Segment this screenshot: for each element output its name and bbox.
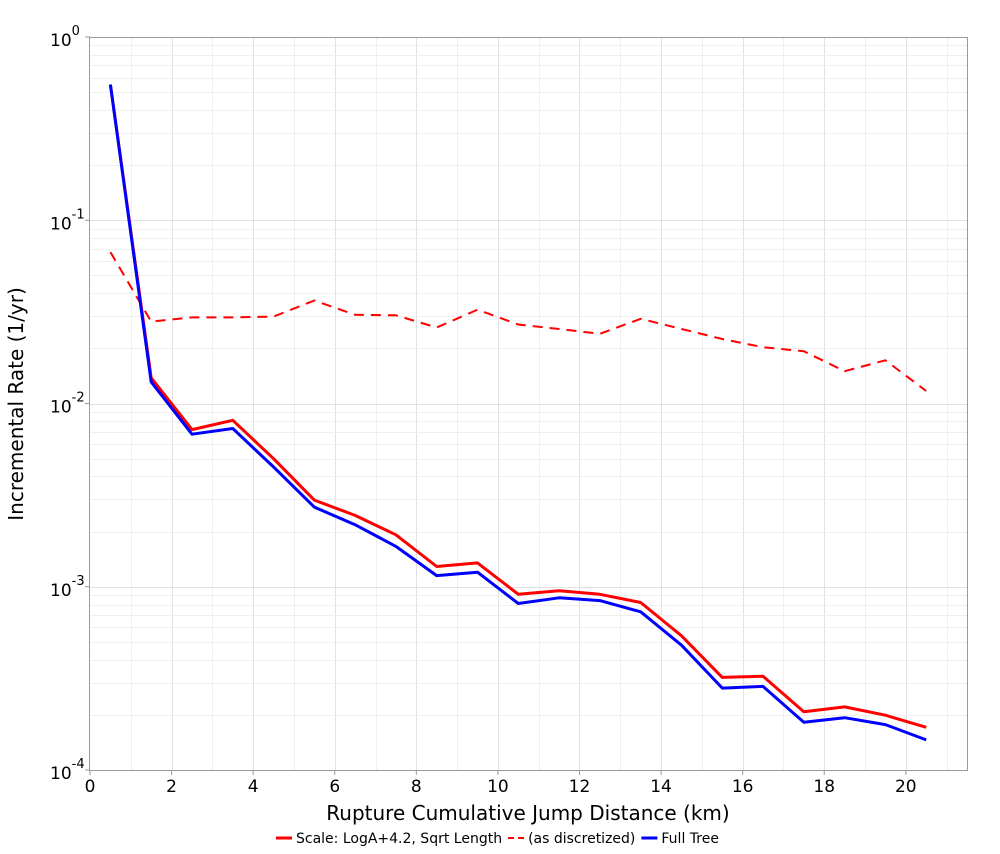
x-tick-label: 0	[85, 777, 96, 797]
y-tick-label: 10-3	[50, 574, 85, 601]
x-tick-label: 6	[329, 777, 340, 797]
x-tick-label: 4	[248, 777, 259, 797]
series-line-2	[109, 251, 927, 392]
legend-label: (as discretized)	[528, 831, 635, 847]
series-line-3	[108, 84, 927, 742]
y-axis-ticks: 100 10-1 10-2 10-3 10-4	[50, 24, 90, 784]
x-tick-label: 20	[895, 777, 917, 797]
x-tick-label: 18	[813, 777, 835, 797]
legend-label: Full Tree	[661, 831, 719, 847]
grid	[90, 37, 967, 770]
y-tick-label: 100	[50, 24, 80, 51]
y-tick-label: 10-1	[50, 207, 85, 234]
y-tick-label: 10-2	[50, 391, 85, 418]
x-axis-ticks: 0 2 4 6 8 10 12 14 16 18 20	[85, 770, 917, 797]
x-tick-label: 8	[411, 777, 422, 797]
y-axis-title: Incremental Rate (1/yr)	[4, 287, 28, 520]
series-line-1	[108, 84, 927, 729]
x-tick-label: 10	[487, 777, 509, 797]
x-tick-label: 12	[569, 777, 591, 797]
legend: Scale: LogA+4.2, Sqrt Length (as discreti…	[276, 831, 719, 847]
legend-label: Scale: LogA+4.2, Sqrt Length	[296, 831, 502, 847]
series-lines	[108, 84, 927, 742]
x-tick-label: 2	[166, 777, 177, 797]
x-tick-label: 16	[732, 777, 754, 797]
y-tick-label: 10-4	[50, 757, 85, 784]
x-axis-title: Rupture Cumulative Jump Distance (km)	[326, 801, 729, 825]
x-tick-label: 14	[650, 777, 672, 797]
